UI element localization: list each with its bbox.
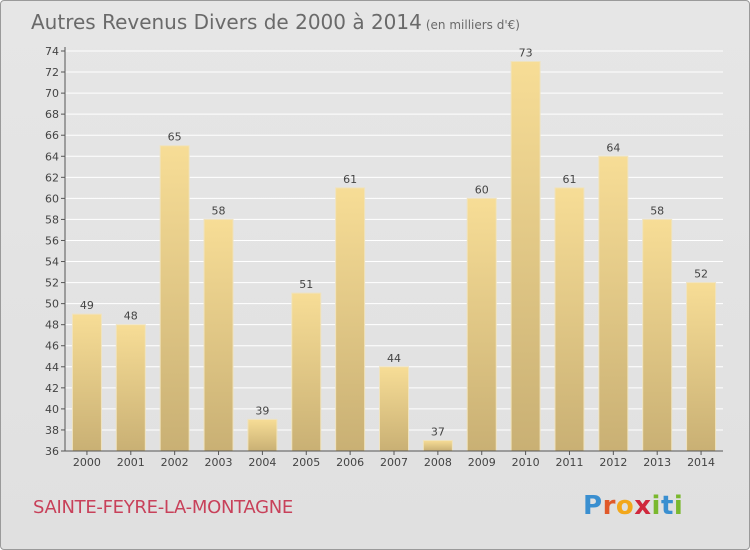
y-tick-label: 56 xyxy=(45,234,59,247)
y-tick-label: 52 xyxy=(45,277,59,290)
y-tick-label: 62 xyxy=(45,171,59,184)
x-tick-label: 2012 xyxy=(599,456,627,469)
x-tick-label: 2002 xyxy=(161,456,189,469)
logo-letter: x xyxy=(634,491,652,521)
logo-letter: P xyxy=(583,491,603,521)
bar-2007 xyxy=(379,366,409,452)
bars xyxy=(71,61,717,452)
y-tick-label: 44 xyxy=(45,361,59,374)
value-label: 64 xyxy=(606,141,620,154)
y-tick-label: 46 xyxy=(45,340,59,353)
proxiti-logo: Proxiti xyxy=(583,491,683,521)
logo-letter: t xyxy=(660,491,674,521)
y-tick-label: 36 xyxy=(45,445,59,458)
labels: 36 38 40 42 44 46 48 50 52 54 56 58 60 62 64 66 68 70 72 74… xyxy=(45,45,715,469)
value-label: 58 xyxy=(212,204,226,217)
x-tick-label: 2011 xyxy=(555,456,583,469)
x-tick-label: 2004 xyxy=(248,456,276,469)
y-tick-label: 74 xyxy=(45,45,59,58)
value-label: 65 xyxy=(168,131,182,144)
bar-2010 xyxy=(510,61,541,452)
value-label: 48 xyxy=(124,310,138,323)
y-tick-label: 64 xyxy=(45,150,59,163)
bar-2002 xyxy=(159,145,190,452)
commune-name: SAINTE-FEYRE-LA-MONTAGNE xyxy=(33,497,294,518)
axes xyxy=(61,47,723,455)
value-label: 37 xyxy=(431,425,445,438)
value-label: 44 xyxy=(387,352,401,365)
logo-letter: i xyxy=(673,491,684,521)
y-tick-label: 54 xyxy=(45,256,59,269)
x-tick-label: 2009 xyxy=(468,456,496,469)
bar-2009 xyxy=(466,197,497,452)
x-tick-label: 2013 xyxy=(643,456,671,469)
x-tick-label: 2014 xyxy=(687,456,715,469)
bar-2013 xyxy=(642,218,673,452)
value-label: 61 xyxy=(343,173,357,186)
logo-letter: o xyxy=(615,491,635,521)
y-tick-label: 42 xyxy=(45,382,59,395)
x-tick-label: 2007 xyxy=(380,456,408,469)
y-tick-label: 48 xyxy=(45,319,59,332)
bar-2000 xyxy=(71,313,102,452)
chart-subtitle: (en milliers d'€) xyxy=(425,18,520,32)
logo-letter: i xyxy=(651,491,661,521)
y-tick-label: 68 xyxy=(45,108,59,121)
y-tick-label: 70 xyxy=(45,87,59,100)
value-label: 49 xyxy=(80,299,94,312)
x-tick-label: 2001 xyxy=(117,456,145,469)
value-label: 39 xyxy=(255,404,269,417)
x-tick-label: 2010 xyxy=(512,456,540,469)
bar-2006 xyxy=(335,187,366,452)
chart-title-text: Autres Revenus Divers de 2000 à 2014 xyxy=(31,10,422,34)
y-tick-label: 72 xyxy=(45,66,59,79)
value-label: 52 xyxy=(694,268,708,281)
y-tick-label: 50 xyxy=(45,298,59,311)
chart-title: Autres Revenus Divers de 2000 à 2014 (en … xyxy=(31,10,520,34)
value-label: 73 xyxy=(519,47,533,60)
bar-2014 xyxy=(686,282,717,452)
bar-2004 xyxy=(247,418,278,452)
x-tick-label: 2003 xyxy=(205,456,233,469)
value-label: 61 xyxy=(562,173,576,186)
value-label: 58 xyxy=(650,204,664,217)
bar-2003 xyxy=(203,218,234,452)
y-tick-label: 66 xyxy=(45,129,59,142)
value-label: 60 xyxy=(475,183,489,196)
bar-2008 xyxy=(422,439,453,452)
x-tick-label: 2000 xyxy=(73,456,101,469)
bar-2001 xyxy=(115,324,146,452)
bar-2005 xyxy=(291,292,322,452)
y-tick-label: 60 xyxy=(45,192,59,205)
x-tick-label: 2006 xyxy=(336,456,364,469)
x-tick-label: 2008 xyxy=(424,456,452,469)
bar-2011 xyxy=(554,187,585,452)
y-tick-label: 40 xyxy=(45,403,59,416)
bar-2012 xyxy=(598,155,629,452)
logo-letter: r xyxy=(602,491,616,521)
value-label: 51 xyxy=(299,278,313,291)
y-tick-label: 58 xyxy=(45,213,59,226)
y-tick-label: 38 xyxy=(45,424,59,437)
x-tick-label: 2005 xyxy=(292,456,320,469)
